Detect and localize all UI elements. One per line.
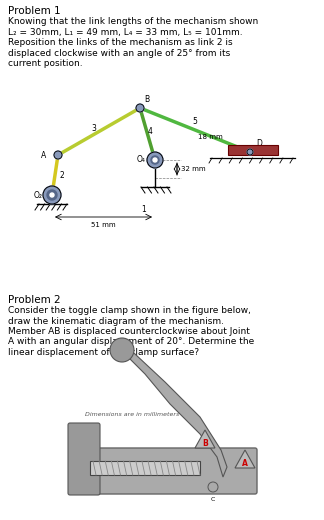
Text: O₄: O₄ <box>136 155 145 164</box>
Polygon shape <box>120 342 227 477</box>
FancyBboxPatch shape <box>68 423 100 495</box>
Text: Knowing that the link lengths of the mechanism shown: Knowing that the link lengths of the mec… <box>8 17 258 26</box>
Text: L₂ = 30mm, L₁ = 49 mm, L₄ = 33 mm, L₅ = 101mm.: L₂ = 30mm, L₁ = 49 mm, L₄ = 33 mm, L₅ = … <box>8 28 243 36</box>
Text: Consider the toggle clamp shown in the figure below,: Consider the toggle clamp shown in the f… <box>8 306 251 315</box>
Text: B: B <box>144 96 149 105</box>
Text: 4: 4 <box>148 126 153 136</box>
Polygon shape <box>195 430 215 448</box>
FancyBboxPatch shape <box>78 448 257 494</box>
Circle shape <box>208 482 218 492</box>
Text: D: D <box>256 139 262 149</box>
Polygon shape <box>235 450 255 468</box>
Circle shape <box>151 156 159 164</box>
Text: Member AB is displaced counterclockwise about Joint: Member AB is displaced counterclockwise … <box>8 327 250 336</box>
Text: Problem 2: Problem 2 <box>8 295 61 305</box>
Text: 1: 1 <box>141 204 146 214</box>
Circle shape <box>247 149 253 155</box>
Circle shape <box>54 151 62 159</box>
Text: 32 mm: 32 mm <box>181 166 206 172</box>
Text: A: A <box>41 150 47 160</box>
Text: 3: 3 <box>92 124 97 133</box>
Circle shape <box>136 104 144 112</box>
Text: Dimensions are in millimeters: Dimensions are in millimeters <box>85 412 179 417</box>
Text: Problem 1: Problem 1 <box>8 6 61 16</box>
Circle shape <box>50 193 54 197</box>
Text: O₂: O₂ <box>33 190 42 200</box>
Text: 2: 2 <box>60 171 64 179</box>
Circle shape <box>110 338 134 362</box>
Text: 51 mm: 51 mm <box>91 222 116 228</box>
Circle shape <box>153 158 157 162</box>
Circle shape <box>47 190 57 200</box>
Text: displaced clockwise with an angle of 25° from its: displaced clockwise with an angle of 25°… <box>8 48 230 58</box>
Text: C: C <box>211 497 215 502</box>
Text: 18 mm: 18 mm <box>198 134 223 140</box>
Text: Reposition the links of the mechanism as link 2 is: Reposition the links of the mechanism as… <box>8 38 233 47</box>
Bar <box>228 145 278 155</box>
Text: linear displacement of the clamp surface?: linear displacement of the clamp surface… <box>8 348 199 357</box>
Bar <box>90 461 200 475</box>
Circle shape <box>43 186 61 204</box>
Text: A with an angular displacement of 20°. Determine the: A with an angular displacement of 20°. D… <box>8 337 254 346</box>
Text: 5: 5 <box>192 118 197 126</box>
Text: current position.: current position. <box>8 59 83 68</box>
Text: B: B <box>202 438 208 448</box>
Circle shape <box>147 152 163 168</box>
Text: draw the kinematic diagram of the mechanism.: draw the kinematic diagram of the mechan… <box>8 317 224 326</box>
Text: A: A <box>242 459 248 467</box>
